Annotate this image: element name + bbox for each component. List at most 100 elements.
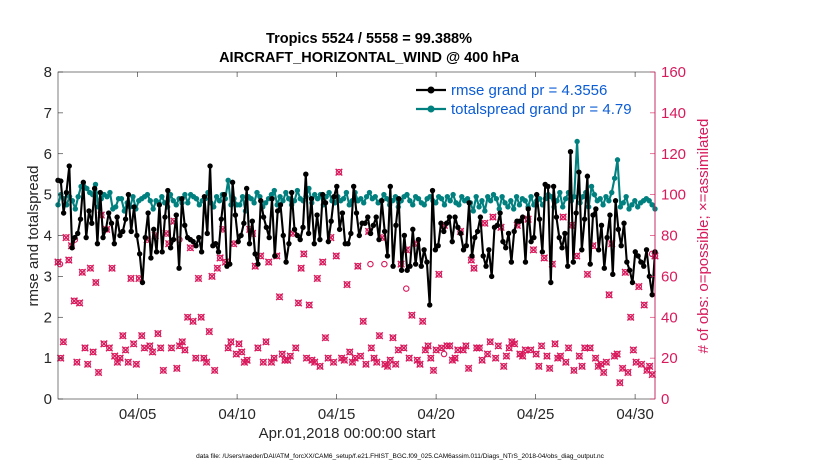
totalspread-series-point bbox=[421, 202, 427, 208]
x-axis-label: Apr.01,2018 00:00:00 start bbox=[259, 425, 437, 442]
obs-possible-circle bbox=[314, 275, 321, 282]
rmse-series-point bbox=[241, 220, 247, 226]
rmse-series-point bbox=[432, 247, 439, 253]
rmse-series-point bbox=[153, 249, 160, 255]
obs-assimilated-marker bbox=[210, 366, 219, 375]
obs-assimilated-marker bbox=[545, 364, 554, 373]
obs-possible-circle bbox=[157, 344, 164, 352]
y-left-tick-label: 7 bbox=[44, 105, 52, 122]
obs-possible-circle bbox=[354, 262, 362, 270]
obs-assimilated-marker bbox=[316, 362, 324, 371]
totalspread-series-point bbox=[499, 193, 505, 200]
obs-possible-circle bbox=[503, 352, 510, 360]
obs-possible-circle bbox=[343, 281, 351, 288]
rmse-series-point bbox=[545, 183, 551, 190]
rmse-series-point bbox=[294, 232, 301, 239]
totalspread-series-point bbox=[280, 198, 286, 204]
rmse-series-point bbox=[215, 249, 222, 255]
totalspread-series-point bbox=[314, 196, 321, 202]
rmse-series-point bbox=[460, 247, 467, 253]
totalspread-series-point bbox=[626, 206, 632, 212]
rmse-series-point bbox=[604, 234, 610, 241]
obs-assimilated-marker bbox=[297, 264, 305, 272]
obs-possible-circle bbox=[624, 369, 632, 376]
obs-assimilated-marker bbox=[264, 258, 273, 266]
rmse-series-point bbox=[58, 178, 64, 184]
obs-assimilated-marker bbox=[81, 344, 89, 352]
obs-possible-circle bbox=[435, 271, 443, 278]
rmse-series-point bbox=[249, 218, 256, 224]
obs-possible-circle bbox=[546, 365, 553, 372]
obs-possible-circle bbox=[319, 258, 326, 266]
rmse-series-point bbox=[624, 259, 630, 265]
obs-possible-circle bbox=[76, 299, 83, 307]
obs-possible-circle bbox=[362, 361, 370, 368]
totalspread-series-point bbox=[634, 204, 641, 210]
obs-possible-circle bbox=[424, 342, 432, 350]
rmse-series-point bbox=[452, 214, 458, 220]
rmse-series-point bbox=[300, 224, 306, 231]
obs-assimilated-marker bbox=[321, 333, 330, 342]
obs-assimilated-marker bbox=[329, 358, 338, 367]
obs-assimilated-marker bbox=[491, 354, 500, 362]
obs-possible-circle bbox=[189, 318, 197, 325]
totalspread-series-point bbox=[482, 208, 488, 214]
rmse-series-point bbox=[463, 243, 470, 249]
obs-assimilated-marker bbox=[124, 358, 133, 367]
obs-possible-circle bbox=[73, 358, 81, 366]
obs-possible-circle bbox=[376, 332, 383, 339]
rmse-series-point bbox=[494, 222, 501, 228]
obs-possible-circle bbox=[214, 264, 221, 272]
obs-assimilated-marker bbox=[616, 378, 624, 387]
totalspread-series-point bbox=[479, 198, 485, 204]
totalspread-series-point bbox=[112, 204, 119, 210]
rmse-series-point bbox=[548, 279, 554, 286]
totalspread-series-point bbox=[617, 204, 624, 210]
rmse-series-point bbox=[201, 193, 208, 200]
obs-possible-circle bbox=[335, 168, 343, 176]
totalspread-series-point bbox=[72, 206, 79, 212]
obs-possible-circle bbox=[511, 340, 518, 348]
obs-possible-circle bbox=[570, 367, 578, 374]
totalspread-series-point bbox=[505, 204, 511, 210]
totalspread-series-point bbox=[562, 196, 569, 202]
obs-possible-circle bbox=[565, 344, 572, 352]
totalspread-series-point bbox=[603, 193, 609, 200]
obs-assimilated-marker bbox=[629, 346, 638, 354]
totalspread-series-point bbox=[311, 191, 318, 198]
obs-assimilated-marker bbox=[489, 213, 497, 221]
obs-assimilated-marker bbox=[529, 246, 538, 254]
obs-assimilated-marker bbox=[129, 340, 138, 348]
legend-spread-marker bbox=[427, 105, 435, 113]
obs-assimilated-marker bbox=[634, 282, 643, 291]
y-right-tick-label: 20 bbox=[661, 350, 678, 367]
obs-possible-circle bbox=[540, 254, 548, 262]
rmse-series-point bbox=[404, 267, 410, 273]
obs-assimilated-marker bbox=[237, 348, 246, 356]
obs-possible-marker bbox=[402, 285, 410, 292]
totalspread-series-point bbox=[606, 198, 612, 204]
obs-assimilated-marker bbox=[399, 344, 408, 352]
rmse-series-point bbox=[373, 214, 379, 220]
obs-assimilated-marker bbox=[178, 337, 187, 346]
rmse-series-point bbox=[167, 245, 174, 251]
obs-assimilated-marker bbox=[586, 344, 594, 352]
rmse-series-point bbox=[114, 214, 120, 220]
rmse-series-point bbox=[446, 214, 453, 220]
rmse-series-point bbox=[353, 210, 360, 216]
rmse-series-point bbox=[218, 216, 225, 222]
obs-assimilated-marker bbox=[583, 270, 592, 279]
obs-possible-circle bbox=[387, 356, 394, 364]
rmse-series-point bbox=[587, 261, 593, 267]
obs-possible-circle bbox=[357, 352, 364, 360]
totalspread-series-point bbox=[632, 198, 638, 204]
rmse-series-point bbox=[103, 226, 109, 233]
totalspread-series-point bbox=[528, 193, 534, 200]
obs-possible-circle bbox=[559, 213, 567, 221]
rmse-series-point bbox=[477, 214, 484, 220]
obs-possible-circle bbox=[408, 311, 416, 319]
totalspread-series-point bbox=[513, 193, 520, 200]
totalspread-series-point bbox=[464, 196, 471, 202]
rmse-series-point bbox=[159, 249, 165, 255]
obs-assimilated-marker bbox=[424, 342, 432, 350]
